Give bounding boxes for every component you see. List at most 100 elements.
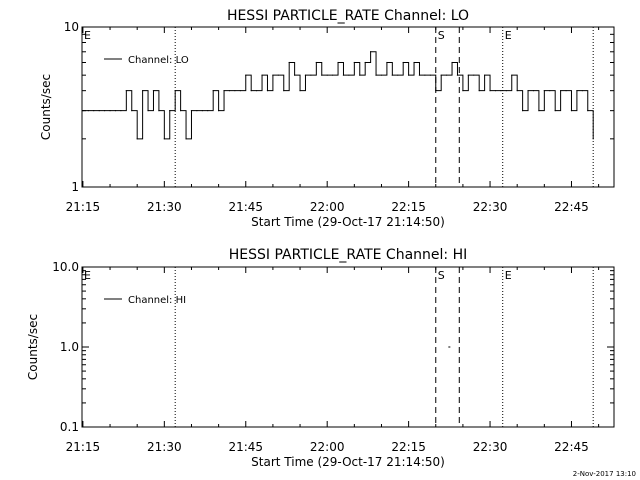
data-point	[462, 90, 464, 92]
x-tick-label: 21:45	[228, 200, 263, 214]
x-tick-label: 21:45	[228, 440, 263, 454]
data-point	[163, 138, 165, 140]
data-point	[402, 61, 404, 64]
data-point	[174, 90, 176, 92]
data-point	[326, 74, 328, 76]
x-tick-label: 21:30	[147, 440, 182, 454]
x-tick-label: 21:15	[66, 200, 101, 214]
data-point	[549, 90, 551, 92]
x-tick-label: 22:00	[310, 200, 345, 214]
event-marker-label: E	[84, 269, 91, 282]
data-point	[516, 90, 518, 92]
data-point	[304, 74, 307, 76]
data-point	[245, 74, 247, 76]
data-point	[218, 110, 220, 112]
data-point	[543, 90, 545, 92]
data-point	[500, 90, 502, 92]
data-point	[446, 74, 448, 76]
data-point	[87, 110, 89, 112]
data-point	[478, 90, 480, 92]
data-point	[560, 90, 562, 92]
data-point	[277, 74, 279, 76]
data-point	[364, 61, 366, 64]
data-point	[158, 110, 160, 112]
data-point	[272, 74, 274, 76]
data-point	[342, 74, 345, 76]
data-point	[120, 110, 122, 112]
data-point	[299, 90, 301, 92]
data-point	[142, 90, 144, 92]
data-point	[456, 74, 459, 76]
data-point	[429, 74, 431, 76]
data-point	[250, 90, 252, 92]
data-point	[370, 51, 372, 53]
data-point	[104, 110, 106, 112]
data-point	[348, 74, 350, 76]
legend-entry: Channel: LO	[128, 55, 189, 66]
data-point	[185, 138, 187, 140]
x-tick-label: 22:45	[554, 200, 589, 214]
data-point	[212, 90, 214, 92]
data-point	[152, 90, 155, 92]
data-point	[592, 138, 594, 140]
data-point	[484, 74, 486, 76]
event-marker-label: S	[438, 269, 445, 282]
data-point	[397, 74, 399, 76]
data-point	[169, 110, 171, 112]
data-point	[375, 74, 377, 76]
data-point	[511, 74, 513, 76]
data-point	[261, 74, 263, 76]
data-point	[581, 90, 583, 92]
data-point	[386, 61, 388, 64]
event-marker-label: S	[438, 29, 445, 42]
x-axis-label: Start Time (29-Oct-17 21:14:50)	[251, 455, 445, 469]
x-tick-label: 22:15	[391, 200, 426, 214]
data-point	[522, 110, 524, 112]
y-axis-label: Counts/sec	[26, 314, 40, 380]
data-point	[239, 90, 241, 92]
data-point	[180, 110, 182, 112]
data-point	[505, 90, 507, 92]
data-point	[223, 90, 225, 92]
data-point	[109, 110, 111, 112]
legend-entry: Channel: HI	[128, 295, 186, 306]
data-point	[82, 110, 84, 112]
y-tick-label: 10	[64, 20, 79, 34]
x-tick-label: 22:45	[554, 440, 589, 454]
data-point	[147, 110, 149, 112]
footer-date: 2-Nov-2017 13:10	[573, 470, 636, 478]
data-point	[408, 74, 410, 76]
plot-frame	[81, 26, 615, 188]
data-point	[256, 90, 258, 92]
data-point	[136, 138, 138, 140]
y-tick-label: 1	[71, 180, 79, 194]
chart-title: HESSI PARTICLE_RATE Channel: LO	[227, 8, 469, 24]
x-tick-label: 21:15	[66, 440, 101, 454]
data-point	[310, 74, 312, 76]
x-tick-label: 21:30	[147, 200, 182, 214]
data-point	[288, 61, 290, 64]
data-point	[201, 110, 203, 112]
data-point	[587, 110, 589, 112]
y-tick-label: 10.0	[52, 260, 79, 274]
data-point	[565, 90, 567, 92]
data-point	[228, 90, 231, 92]
chart-panel-0: HESSI PARTICLE_RATE Channel: LO 21:15 21:3…	[39, 8, 615, 229]
data-point	[190, 110, 193, 112]
data-point	[196, 110, 198, 112]
chart-title: HESSI PARTICLE_RATE Channel: HI	[229, 247, 467, 263]
x-tick-label: 22:30	[473, 200, 508, 214]
data-point	[207, 110, 209, 112]
data-point	[332, 74, 334, 76]
x-axis-label: Start Time (29-Oct-17 21:14:50)	[251, 215, 445, 229]
event-marker-label: E	[505, 269, 512, 282]
data-point	[353, 61, 355, 64]
data-point	[125, 90, 127, 92]
data-point	[440, 74, 442, 76]
y-tick-label: 0.1	[60, 420, 79, 434]
data-point	[315, 61, 317, 64]
data-point	[576, 90, 578, 92]
event-marker-label: E	[505, 29, 512, 42]
data-point	[532, 90, 535, 92]
data-point	[435, 90, 437, 92]
